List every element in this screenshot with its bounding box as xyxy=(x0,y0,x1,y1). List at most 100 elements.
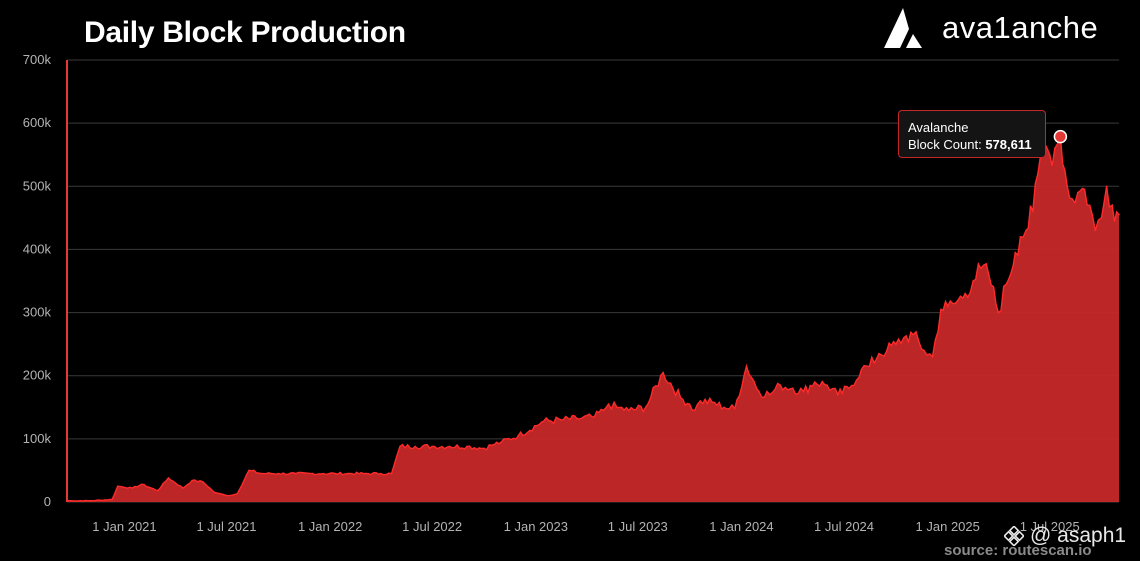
data-point xyxy=(182,487,184,489)
data-point xyxy=(500,441,503,443)
data-point xyxy=(1037,172,1039,175)
data-point xyxy=(517,434,520,437)
data-point xyxy=(860,368,863,371)
data-point xyxy=(931,355,934,358)
data-point xyxy=(399,445,401,448)
data-point xyxy=(1014,251,1017,254)
data-point xyxy=(248,469,250,472)
chart-title: Daily Block Production xyxy=(84,16,406,49)
series-points xyxy=(66,135,1120,502)
tooltip-series: Avalanche xyxy=(908,120,969,135)
binance-diamond-icon xyxy=(1004,526,1024,546)
data-point xyxy=(1066,185,1068,188)
data-point xyxy=(542,420,545,422)
data-point xyxy=(602,409,605,412)
data-point xyxy=(362,472,365,475)
y-tick-label: 400k xyxy=(23,241,52,256)
tooltip: Avalanche Block Count: 578,611 xyxy=(898,110,1046,158)
x-tick-label: 1 Jan 2025 xyxy=(916,519,980,534)
data-point xyxy=(156,489,159,492)
avalanche-series-line xyxy=(67,136,1120,502)
data-point xyxy=(1105,185,1108,188)
data-point xyxy=(627,409,630,412)
data-point xyxy=(227,494,230,497)
data-point xyxy=(491,444,493,446)
data-point xyxy=(802,390,805,393)
data-point xyxy=(923,349,925,352)
data-point xyxy=(380,472,382,475)
watermark: @ asaph1 xyxy=(1004,524,1126,548)
tooltip-value: 578,611 xyxy=(985,137,1032,152)
data-point xyxy=(448,445,451,448)
data-point xyxy=(1118,213,1120,216)
data-point xyxy=(988,273,990,276)
y-tick-label: 700k xyxy=(23,52,52,67)
data-point xyxy=(980,267,982,270)
data-point xyxy=(89,499,91,502)
data-point xyxy=(466,445,468,448)
data-point xyxy=(644,406,647,409)
data-point xyxy=(878,352,880,355)
data-point xyxy=(662,371,664,374)
watermark-text: @ asaph1 xyxy=(1030,524,1127,547)
data-point xyxy=(576,417,578,420)
data-point xyxy=(791,387,794,390)
data-point xyxy=(346,472,349,475)
y-tick-label: 100k xyxy=(23,431,52,446)
x-tick-label: 1 Jan 2023 xyxy=(504,519,568,534)
data-point xyxy=(997,311,1000,314)
y-axis-ticks: 0 100k 200k 300k 400k 500k 600k 700k xyxy=(23,52,52,509)
data-point xyxy=(277,472,280,475)
data-point xyxy=(560,419,562,421)
data-point xyxy=(837,393,839,396)
data-point xyxy=(294,472,297,475)
y-tick-label: 600k xyxy=(23,115,52,130)
data-point xyxy=(848,387,850,390)
x-tick-label: 1 Jan 2024 xyxy=(709,519,773,534)
data-point xyxy=(693,409,696,412)
x-tick-label: 1 Jan 2021 xyxy=(92,519,156,534)
data-point xyxy=(1094,229,1097,232)
avalanche-logo-icon xyxy=(884,8,922,48)
data-point xyxy=(1053,147,1056,150)
data-point xyxy=(679,397,682,399)
data-point xyxy=(1083,188,1086,191)
data-point xyxy=(593,415,596,418)
x-tick-label: 1 Jul 2021 xyxy=(196,519,256,534)
data-point xyxy=(311,472,314,475)
data-point xyxy=(972,280,974,282)
x-tick-label: 1 Jul 2024 xyxy=(814,519,874,534)
data-point xyxy=(733,407,736,410)
data-point xyxy=(616,406,618,409)
data-point xyxy=(414,445,417,448)
data-point xyxy=(201,480,204,483)
data-point xyxy=(141,483,143,486)
hover-point xyxy=(1053,129,1068,144)
data-point xyxy=(322,472,325,475)
data-point xyxy=(964,292,966,295)
data-point xyxy=(779,384,782,386)
data-point xyxy=(723,406,725,409)
data-point xyxy=(940,308,942,311)
data-point xyxy=(688,403,691,405)
data-point xyxy=(390,472,393,475)
data-point xyxy=(745,365,748,368)
data-point xyxy=(902,337,905,339)
data-point xyxy=(868,365,871,368)
data-point xyxy=(1019,236,1022,238)
data-point xyxy=(912,333,915,336)
data-point xyxy=(1077,191,1079,194)
data-point xyxy=(1111,204,1114,207)
data-point xyxy=(111,498,113,501)
data-point xyxy=(66,499,68,502)
x-tick-label: 1 Jul 2023 xyxy=(608,519,668,534)
x-axis-ticks: 1 Jan 2021 1 Jul 2021 1 Jan 2022 1 Jul 2022… xyxy=(92,519,1079,534)
data-point xyxy=(699,400,702,402)
data-point xyxy=(946,305,949,308)
x-tick-label: 1 Jul 2022 xyxy=(402,519,462,534)
data-point xyxy=(813,381,816,383)
data-point xyxy=(1005,283,1008,285)
data-point xyxy=(1031,210,1034,213)
source-label: source: routescan.io xyxy=(944,542,1092,559)
